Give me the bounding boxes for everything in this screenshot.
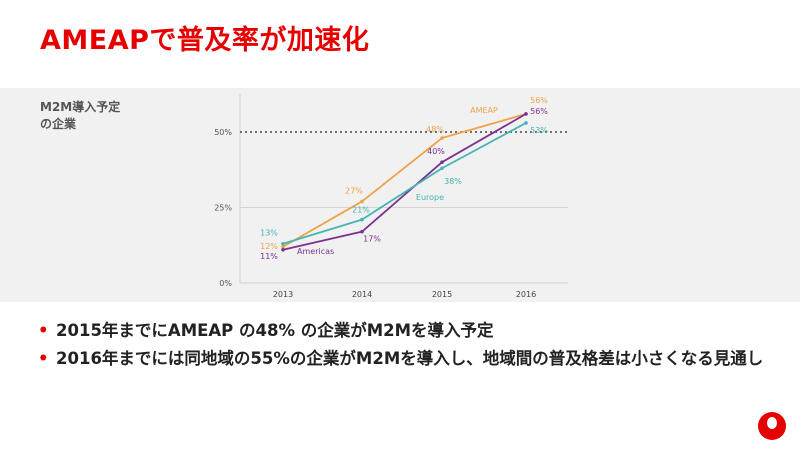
data-label-europe: 38% (444, 177, 462, 186)
vodafone-logo-icon (758, 412, 786, 440)
bullet-dot: • (38, 321, 49, 340)
series-line-ameap (282, 113, 527, 248)
bullet-text: 2016年までには同地域の55%の企業がM2Mを導入し、地域間の普及格差は小さく… (56, 349, 764, 368)
data-point-europe (360, 217, 364, 222)
data-label-americas: 56% (530, 107, 548, 116)
y-tick-label: 25% (214, 204, 232, 213)
data-point-europe (281, 241, 285, 246)
data-point-ameap (360, 199, 364, 204)
data-point-americas (440, 160, 444, 164)
data-label-americas: 40% (427, 147, 445, 156)
series-line-europe (282, 122, 527, 245)
data-label-ameap: 27% (345, 186, 363, 195)
bullet-text: 2015年までにAMEAP の48% の企業がM2Mを導入予定 (56, 321, 494, 340)
side-label-line-1: M2M導入予定 (40, 100, 121, 114)
bullet-list: • 2015年までにAMEAP の48% の企業がM2Mを導入予定 • 2016年ま… (38, 320, 778, 376)
y-tick-label: 50% (214, 128, 232, 137)
chart-side-label: M2M導入予定 の企業 (40, 99, 120, 133)
x-tick-label: 2016 (516, 290, 536, 299)
bullet-item: • 2016年までには同地域の55%の企業がM2Mを導入し、地域間の普及格差は小さ… (38, 348, 778, 370)
data-label-americas: 11% (260, 252, 278, 261)
data-point-europe (524, 121, 528, 125)
data-label-ameap: 56% (530, 96, 548, 105)
data-label-ameap: 48% (426, 125, 444, 134)
series-line-americas (282, 113, 527, 251)
data-label-americas: 17% (363, 235, 381, 244)
data-point-americas (524, 112, 528, 116)
data-point-ameap (440, 136, 444, 140)
series-label-ameap: AMEAP (470, 106, 498, 115)
data-point-europe (440, 166, 444, 171)
bullet-dot: • (38, 349, 49, 368)
y-tick-label: 0% (219, 279, 232, 288)
x-tick-label: 2014 (352, 290, 372, 299)
x-tick-label: 2015 (432, 290, 452, 299)
page-title: AMEAPで普及率が加速化 (40, 25, 370, 56)
data-label-europe: 53% (530, 126, 548, 135)
bullet-item: • 2015年までにAMEAP の48% の企業がM2Mを導入予定 (38, 320, 778, 342)
data-point-ameap (281, 244, 285, 249)
data-label-europe: 13% (260, 229, 278, 238)
series-label-americas: Americas (297, 247, 334, 256)
data-label-ameap: 12% (260, 242, 278, 251)
side-label-line-2: の企業 (40, 117, 77, 131)
data-label-europe: 21% (352, 206, 370, 215)
data-point-americas (281, 247, 285, 252)
data-point-americas (360, 229, 364, 234)
x-tick-label: 2013 (273, 290, 293, 299)
series-label-europe: Europe (416, 193, 444, 202)
line-chart: 0% 25% 50% 2013 2014 2015 2016 12% 27% 48% 56% AMEA… (214, 94, 568, 299)
